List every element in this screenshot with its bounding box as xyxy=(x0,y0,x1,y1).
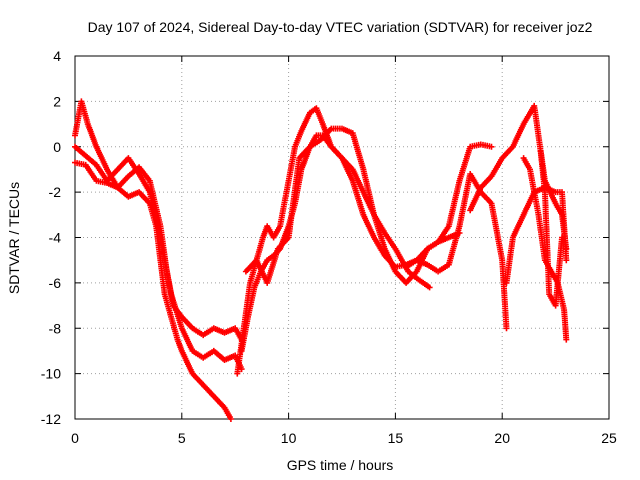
series-markers xyxy=(242,125,495,286)
x-tick-label: 20 xyxy=(494,430,510,446)
y-axis-label: SDTVAR / TECUs xyxy=(6,182,22,294)
y-tick-label: 2 xyxy=(53,93,61,109)
axis-ticks xyxy=(74,55,610,420)
tick-labels: 0 5 10 15 20 25 -12 -10 -8 -6 -4 -2 0 2 4 xyxy=(41,48,617,446)
x-tick-label: 15 xyxy=(388,430,404,446)
x-tick-label: 25 xyxy=(601,430,617,446)
y-tick-label: -12 xyxy=(41,411,61,427)
series-markers xyxy=(403,171,510,332)
series-track-3 xyxy=(72,143,245,373)
series-markers xyxy=(72,143,245,373)
series-track-7 xyxy=(403,171,510,332)
x-tick-label: 0 xyxy=(71,430,79,446)
y-tick-label: -10 xyxy=(41,366,61,382)
series-track-1 xyxy=(72,98,234,422)
series-track-11 xyxy=(537,148,565,309)
y-tick-label: 4 xyxy=(53,48,61,64)
y-tick-label: -4 xyxy=(49,230,62,246)
series-markers xyxy=(72,98,234,422)
series-track-6 xyxy=(242,125,495,286)
y-tick-label: -8 xyxy=(49,320,62,336)
data-series xyxy=(72,98,570,422)
y-tick-label: -6 xyxy=(49,275,62,291)
series-markers xyxy=(537,148,565,309)
x-axis-label: GPS time / hours xyxy=(287,457,394,473)
y-tick-label: 0 xyxy=(53,139,61,155)
grid-lines xyxy=(75,56,609,419)
x-tick-label: 10 xyxy=(281,430,297,446)
chart-title: Day 107 of 2024, Sidereal Day-to-day VTE… xyxy=(88,19,593,35)
y-tick-label: -2 xyxy=(49,184,62,200)
x-tick-label: 5 xyxy=(178,430,186,446)
